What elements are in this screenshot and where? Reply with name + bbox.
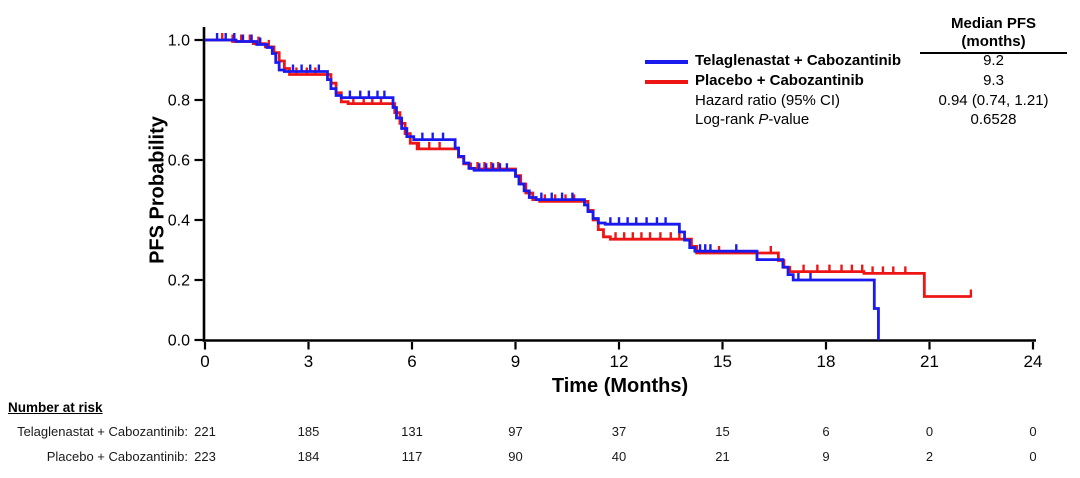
median-value-telaglenastat: 9.2 — [983, 52, 1004, 69]
risk-value: 15 — [715, 424, 730, 439]
x-tick-label: 3 — [304, 352, 313, 371]
legend-label-telaglenastat: Telaglenastat + Cabozantinib — [695, 52, 902, 69]
x-tick-label: 15 — [713, 352, 732, 371]
risk-row-label: Telaglenastat + Cabozantinib: — [17, 424, 188, 439]
y-tick-label: 0.6 — [168, 153, 190, 170]
risk-value: 131 — [401, 424, 423, 439]
x-tick-label: 9 — [511, 352, 520, 371]
risk-row: Placebo + Cabozantinib: 223 184 117 90 40 21 9… — [0, 449, 1080, 467]
x-tick-label: 24 — [1024, 352, 1043, 371]
y-tick-label: 1.0 — [168, 33, 190, 50]
risk-row: Telaglenastat + Cabozantinib: 221 185 131 9… — [0, 424, 1080, 442]
risk-value: 2 — [925, 449, 934, 464]
legend-swatch-telaglenastat — [645, 60, 688, 64]
risk-row-label: Placebo + Cabozantinib: — [46, 449, 188, 464]
risk-value: 40 — [611, 449, 627, 464]
x-tick-label: 18 — [817, 352, 836, 371]
risk-value: 90 — [508, 449, 523, 464]
x-tick-label: 12 — [610, 352, 629, 371]
median-pfs-header-line2: (months) — [920, 33, 1067, 54]
risk-value: 6 — [822, 424, 830, 439]
risk-value: 97 — [508, 424, 523, 439]
logrank-label: Log-rank P-value — [695, 111, 809, 128]
km-curve-placebo-cabozantinib — [205, 38, 971, 298]
risk-value: 0 — [925, 424, 934, 439]
y-tick-label: 0.0 — [168, 333, 190, 350]
number-at-risk-header: Number at risk — [8, 400, 103, 415]
hazard-ratio-label: Hazard ratio (95% CI) — [695, 92, 841, 109]
risk-value: 0 — [1029, 424, 1037, 439]
risk-value: 9 — [822, 449, 830, 464]
hazard-ratio-value: 0.94 (0.74, 1.21) — [938, 92, 1049, 109]
logrank-label-suffix: -value — [768, 111, 810, 128]
x-tick-label: 6 — [407, 352, 416, 371]
risk-value: 37 — [611, 424, 627, 439]
logrank-label-p: P — [758, 111, 769, 128]
legend-swatch-placebo — [645, 80, 688, 84]
legend-label-placebo: Placebo + Cabozantinib — [695, 72, 864, 89]
median-pfs-header-line1: Median PFS — [950, 15, 1036, 32]
y-tick-label: 0.2 — [168, 273, 190, 290]
y-tick-label: 0.4 — [168, 213, 190, 230]
risk-value: 184 — [297, 449, 320, 464]
x-tick-label: 0 — [200, 352, 209, 371]
y-tick-label: 0.8 — [168, 93, 190, 110]
risk-value: 0 — [1029, 449, 1037, 464]
x-axis-title: Time (Months) — [551, 375, 689, 397]
risk-value: 185 — [297, 424, 320, 439]
median-value-placebo: 9.3 — [983, 72, 1004, 89]
logrank-value: 0.6528 — [970, 111, 1017, 128]
risk-value: 21 — [715, 449, 730, 464]
risk-value: 117 — [401, 449, 423, 464]
legend: Telaglenastat + Cabozantinib Placebo + C… — [0, 0, 1080, 140]
risk-value: 221 — [194, 424, 216, 439]
logrank-label-prefix: Log-rank — [695, 111, 759, 128]
x-tick-label: 21 — [920, 352, 939, 371]
risk-value: 223 — [194, 449, 216, 464]
median-pfs-column: Median PFS (months) — [920, 15, 1067, 54]
